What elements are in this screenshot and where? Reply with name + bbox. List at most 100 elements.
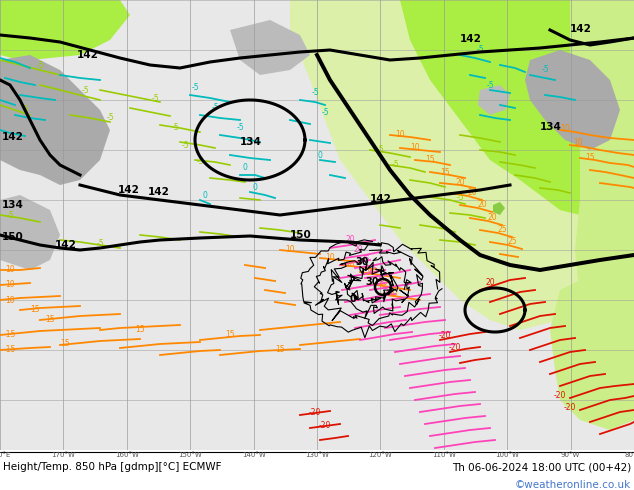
Text: 150: 150 xyxy=(290,230,312,240)
Text: 15: 15 xyxy=(275,345,285,354)
Text: -5: -5 xyxy=(456,193,464,202)
Polygon shape xyxy=(400,0,634,220)
Text: 120°W: 120°W xyxy=(368,452,392,458)
Text: 20: 20 xyxy=(383,288,393,297)
Text: -5: -5 xyxy=(81,86,89,95)
Text: 15: 15 xyxy=(135,325,145,334)
Text: 142: 142 xyxy=(148,187,170,197)
Text: 15: 15 xyxy=(378,278,388,287)
Text: 0: 0 xyxy=(350,294,357,304)
Text: -5: -5 xyxy=(211,103,219,112)
Text: -5: -5 xyxy=(36,61,44,70)
Text: Th 06-06-2024 18:00 UTC (00+42): Th 06-06-2024 18:00 UTC (00+42) xyxy=(452,462,631,472)
Text: 142: 142 xyxy=(2,132,24,142)
Text: -20: -20 xyxy=(564,403,576,412)
Text: 30: 30 xyxy=(365,277,378,287)
Text: -5: -5 xyxy=(391,160,399,169)
Text: 20: 20 xyxy=(485,278,495,287)
Polygon shape xyxy=(525,50,620,150)
Text: 142: 142 xyxy=(570,24,592,34)
Text: 10: 10 xyxy=(5,296,15,305)
Text: -5: -5 xyxy=(191,83,199,92)
Text: 15: 15 xyxy=(45,315,55,324)
Text: 20: 20 xyxy=(353,245,363,254)
Text: 25: 25 xyxy=(368,265,378,274)
Text: 10: 10 xyxy=(573,138,583,147)
Text: 15: 15 xyxy=(425,155,435,164)
Text: 100°W: 100°W xyxy=(495,452,519,458)
Text: -5: -5 xyxy=(311,88,319,97)
Text: 134: 134 xyxy=(240,137,262,147)
Text: 0: 0 xyxy=(252,183,257,192)
Text: 142: 142 xyxy=(370,194,392,204)
Text: 10: 10 xyxy=(5,280,15,289)
Text: -5: -5 xyxy=(96,239,104,248)
Polygon shape xyxy=(0,55,110,185)
Polygon shape xyxy=(570,0,634,360)
Text: 15: 15 xyxy=(585,153,595,162)
Text: 10: 10 xyxy=(395,130,405,139)
Polygon shape xyxy=(550,260,634,430)
Text: 134: 134 xyxy=(2,200,24,210)
Text: 150: 150 xyxy=(2,232,23,242)
Polygon shape xyxy=(0,0,50,60)
Text: 15: 15 xyxy=(60,339,70,348)
Text: ©weatheronline.co.uk: ©weatheronline.co.uk xyxy=(515,480,631,490)
Text: 20: 20 xyxy=(477,200,487,209)
Text: -5: -5 xyxy=(376,145,384,154)
Polygon shape xyxy=(478,85,510,115)
Text: -15: -15 xyxy=(4,330,16,339)
Text: 150°W: 150°W xyxy=(178,452,202,458)
Polygon shape xyxy=(290,0,634,330)
Text: 15: 15 xyxy=(440,168,450,177)
Text: 15: 15 xyxy=(365,268,375,277)
Text: 10: 10 xyxy=(285,245,295,254)
Text: 130°W: 130°W xyxy=(305,452,329,458)
Polygon shape xyxy=(0,0,130,60)
Text: 0: 0 xyxy=(243,163,247,172)
Text: 170°W: 170°W xyxy=(51,452,75,458)
Text: 142: 142 xyxy=(55,240,77,250)
Text: 25: 25 xyxy=(507,237,517,246)
Polygon shape xyxy=(380,140,550,290)
Text: -5: -5 xyxy=(181,141,189,150)
Text: 140°W: 140°W xyxy=(242,452,266,458)
Text: 25: 25 xyxy=(375,275,385,284)
Text: 160°W: 160°W xyxy=(115,452,139,458)
Text: 15: 15 xyxy=(30,305,40,314)
Text: 10: 10 xyxy=(560,124,570,133)
Text: -5: -5 xyxy=(196,157,204,166)
Text: -20: -20 xyxy=(554,391,566,400)
Text: -5: -5 xyxy=(541,65,549,74)
Text: -5: -5 xyxy=(171,123,179,132)
Text: 142: 142 xyxy=(460,34,482,44)
Text: 134: 134 xyxy=(540,122,562,132)
Text: 20: 20 xyxy=(455,178,465,187)
Text: 20: 20 xyxy=(388,289,398,298)
Text: -20: -20 xyxy=(449,343,461,352)
Text: 20: 20 xyxy=(467,188,477,197)
Text: -5: -5 xyxy=(236,123,244,132)
Text: 0: 0 xyxy=(318,151,323,160)
Text: -20: -20 xyxy=(309,408,321,417)
Text: 15: 15 xyxy=(225,330,235,339)
Text: Height/Temp. 850 hPa [gdmp][°C] ECMWF: Height/Temp. 850 hPa [gdmp][°C] ECMWF xyxy=(3,462,221,472)
Text: -5: -5 xyxy=(106,113,114,122)
Text: -5: -5 xyxy=(486,81,494,90)
Text: 25: 25 xyxy=(497,225,507,234)
Text: -20: -20 xyxy=(439,331,451,340)
Polygon shape xyxy=(493,202,505,215)
Text: -5: -5 xyxy=(151,94,158,103)
Text: 90°W: 90°W xyxy=(561,452,580,458)
Text: 10: 10 xyxy=(410,143,420,152)
Text: 30: 30 xyxy=(355,257,368,267)
Text: -5: -5 xyxy=(6,211,14,220)
Polygon shape xyxy=(230,20,310,75)
Text: -15: -15 xyxy=(4,345,16,354)
Text: 20: 20 xyxy=(487,213,497,222)
Text: 0: 0 xyxy=(202,191,207,200)
Text: 10: 10 xyxy=(325,253,335,262)
Text: -20: -20 xyxy=(319,421,331,430)
Text: 142: 142 xyxy=(77,50,99,60)
Text: 180°E: 180°E xyxy=(0,452,11,458)
